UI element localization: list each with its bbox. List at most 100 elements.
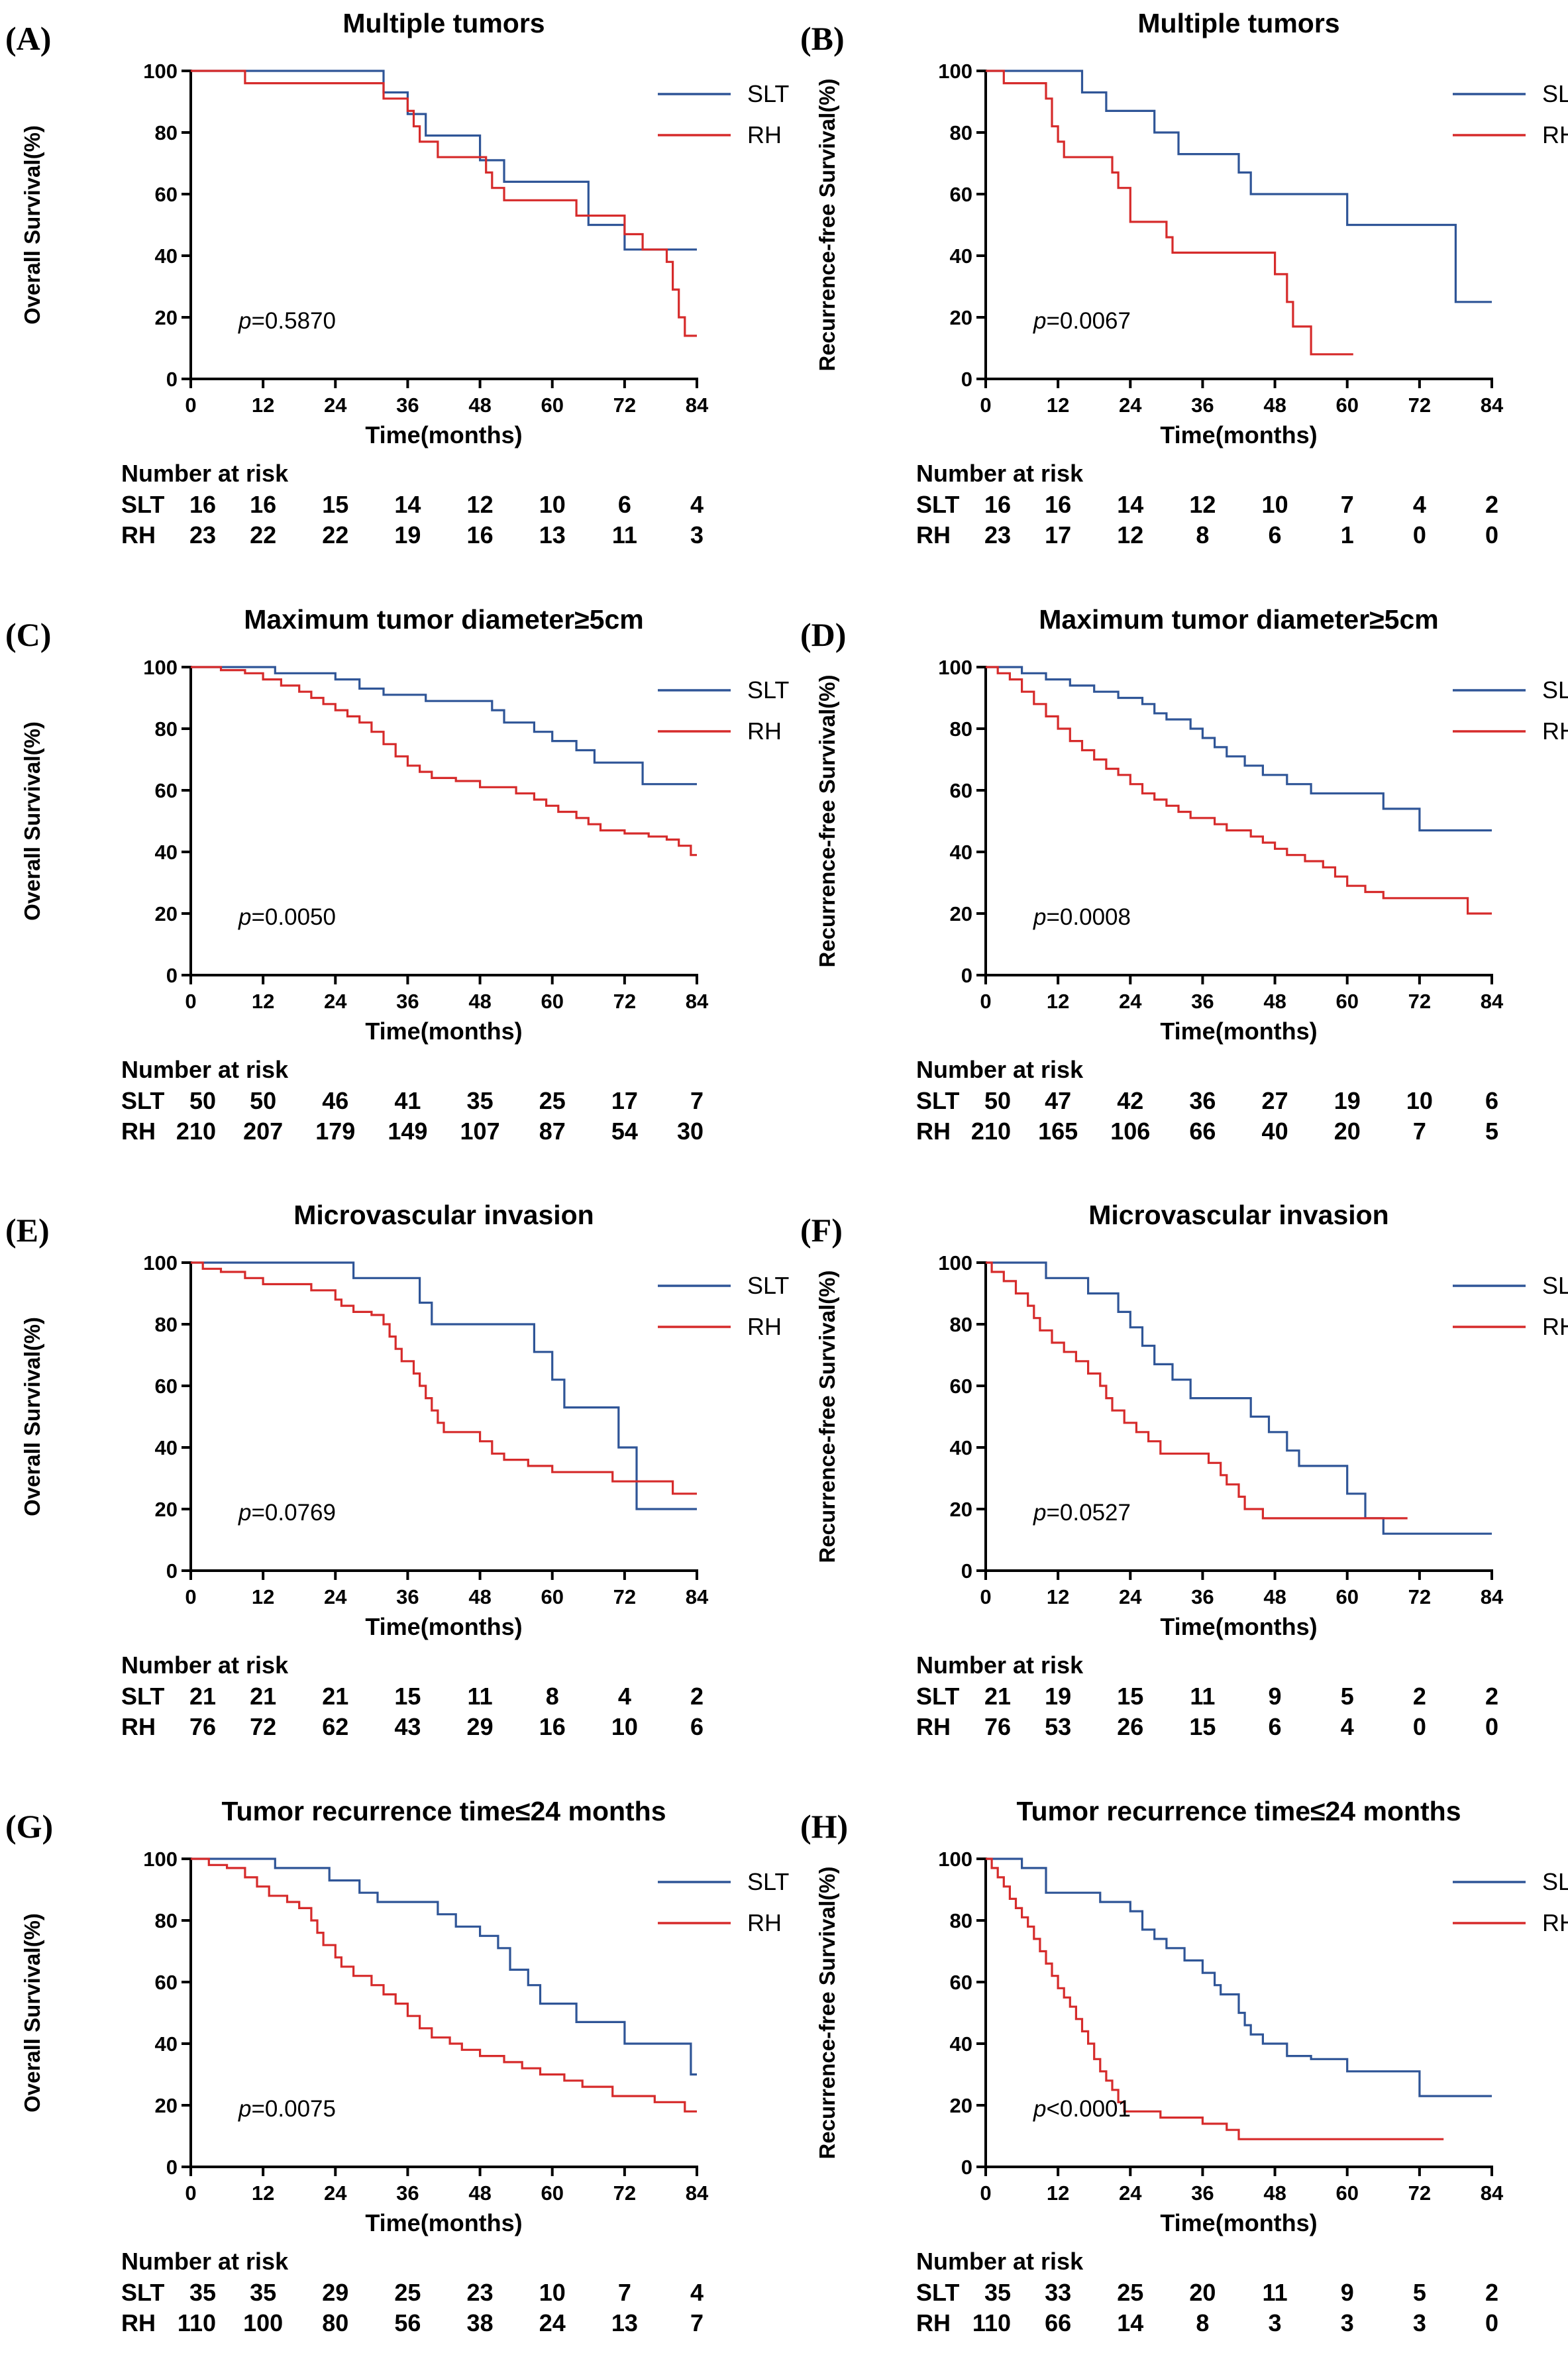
- risk-value: 23: [189, 521, 216, 549]
- y-tick-label: 100: [143, 656, 178, 679]
- p-value-text: =0.5870: [251, 308, 336, 334]
- risk-group-rh: RH: [121, 521, 156, 549]
- risk-value: 20: [1189, 2279, 1216, 2306]
- risk-group-rh: RH: [121, 1118, 156, 1145]
- p-value-symbol: p: [1033, 1500, 1046, 1526]
- risk-value: 0: [1485, 1713, 1498, 1740]
- risk-table-header: Number at risk: [121, 1056, 289, 1083]
- x-tick-label: 24: [324, 990, 347, 1013]
- risk-table-header: Number at risk: [121, 460, 289, 487]
- risk-group-slt: SLT: [121, 1087, 164, 1114]
- y-axis-label: Overall Survival(%): [20, 125, 44, 325]
- risk-table-header: Number at risk: [121, 2248, 289, 2275]
- x-tick-label: 0: [980, 2181, 991, 2205]
- risk-group-rh: RH: [916, 2309, 951, 2336]
- p-value: p=0.0075: [238, 2096, 336, 2122]
- risk-value: 47: [1045, 1087, 1071, 1114]
- x-tick-label: 48: [468, 393, 491, 417]
- x-tick-label: 0: [980, 393, 991, 417]
- legend-label-rh: RH: [747, 1909, 782, 1936]
- x-tick-label: 84: [1481, 393, 1504, 417]
- y-tick-label: 80: [950, 1313, 972, 1336]
- y-tick-label: 0: [166, 368, 178, 391]
- km-curve-slt: [191, 1858, 697, 2076]
- p-value-symbol: p: [238, 1500, 251, 1526]
- risk-table-header: Number at risk: [916, 460, 1084, 487]
- risk-value: 50: [250, 1087, 276, 1114]
- x-tick-label: 0: [185, 2181, 196, 2205]
- legend-label-rh: RH: [1542, 121, 1568, 148]
- risk-value: 66: [1045, 2309, 1071, 2336]
- y-tick-label: 80: [950, 121, 972, 144]
- risk-value: 15: [322, 491, 348, 518]
- y-tick-label: 100: [938, 60, 972, 83]
- panel-label: (G): [5, 1808, 53, 1845]
- p-value-text: <0.0001: [1046, 2096, 1131, 2122]
- y-tick-label: 40: [155, 2032, 178, 2056]
- x-axis-label: Time(months): [365, 2209, 522, 2236]
- x-tick-label: 24: [1119, 2181, 1142, 2205]
- risk-value: 12: [1189, 491, 1216, 518]
- risk-value: 14: [394, 491, 421, 518]
- y-tick-label: 60: [950, 1375, 972, 1398]
- x-tick-label: 24: [1119, 393, 1142, 417]
- panel-label: (F): [800, 1212, 843, 1249]
- y-axis-label: Recurrence-free Survival(%): [815, 674, 839, 967]
- x-tick-label: 0: [980, 990, 991, 1013]
- y-tick-label: 80: [950, 1909, 972, 1932]
- p-value: p=0.0527: [1033, 1500, 1131, 1526]
- km-curve-rh: [986, 1261, 1408, 1520]
- risk-value: 4: [1341, 1713, 1354, 1740]
- x-tick-label: 84: [686, 990, 709, 1013]
- legend-label-slt: SLT: [1542, 1272, 1568, 1299]
- x-tick-label: 84: [686, 2181, 709, 2205]
- risk-value: 53: [1045, 1713, 1071, 1740]
- x-tick-label: 84: [1481, 990, 1504, 1013]
- risk-value: 42: [1117, 1087, 1143, 1114]
- risk-group-rh: RH: [916, 1118, 951, 1145]
- risk-value: 8: [1196, 521, 1209, 549]
- risk-value: 4: [690, 2279, 704, 2306]
- y-tick-label: 60: [950, 779, 972, 802]
- legend-label-rh: RH: [747, 121, 782, 148]
- p-value-symbol: p: [1033, 904, 1046, 930]
- risk-group-rh: RH: [121, 2309, 156, 2336]
- risk-value: 4: [618, 1683, 631, 1710]
- y-tick-label: 40: [950, 2032, 972, 2056]
- risk-value: 35: [984, 2279, 1011, 2306]
- risk-value: 7: [690, 2309, 704, 2336]
- risk-value: 10: [539, 491, 566, 518]
- y-tick-label: 60: [950, 183, 972, 206]
- p-value: p=0.5870: [238, 308, 336, 334]
- risk-value: 24: [539, 2309, 566, 2336]
- risk-group-slt: SLT: [916, 1087, 959, 1114]
- risk-value: 20: [1334, 1118, 1361, 1145]
- km-curve-slt: [986, 1261, 1492, 1535]
- x-tick-label: 84: [1481, 2181, 1504, 2205]
- y-tick-label: 20: [155, 2094, 178, 2117]
- risk-table-header: Number at risk: [916, 1651, 1084, 1679]
- x-tick-label: 24: [324, 2181, 347, 2205]
- risk-value: 8: [546, 1683, 559, 1710]
- km-panel-d: (D) Maximum tumor diameter≥5cm02040608010…: [800, 604, 1568, 1145]
- risk-value: 19: [1334, 1087, 1361, 1114]
- risk-group-slt: SLT: [916, 2279, 959, 2306]
- x-tick-label: 60: [1335, 2181, 1358, 2205]
- y-axis-label: Overall Survival(%): [20, 1317, 44, 1516]
- risk-value: 11: [468, 1683, 493, 1710]
- legend-label-slt: SLT: [1542, 80, 1568, 107]
- x-tick-label: 12: [252, 1585, 274, 1608]
- p-value-text: =0.0008: [1046, 904, 1131, 930]
- risk-value: 10: [611, 1713, 638, 1740]
- x-tick-label: 12: [252, 990, 274, 1013]
- y-tick-label: 0: [961, 2156, 972, 2179]
- risk-value: 17: [1045, 521, 1071, 549]
- y-tick-label: 100: [143, 1848, 178, 1871]
- y-tick-label: 20: [950, 902, 972, 925]
- legend-label-slt: SLT: [747, 1868, 789, 1895]
- risk-value: 5: [1413, 2279, 1426, 2306]
- risk-value: 2: [1485, 2279, 1498, 2306]
- y-tick-label: 0: [961, 368, 972, 391]
- risk-group-slt: SLT: [121, 2279, 164, 2306]
